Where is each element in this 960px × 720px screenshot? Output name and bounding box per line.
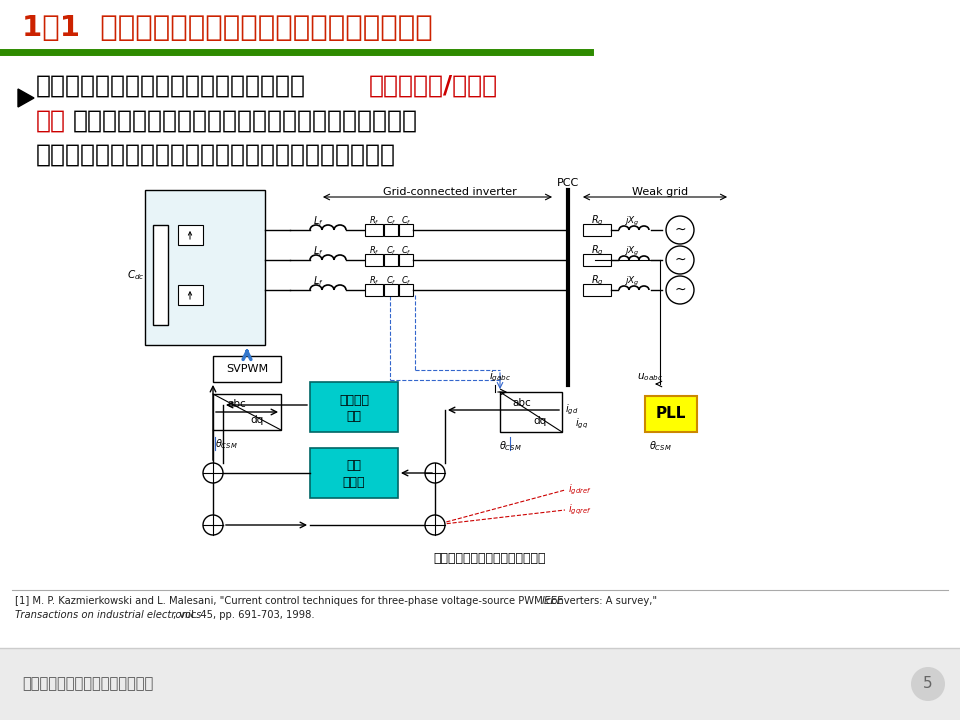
Bar <box>0 648 960 720</box>
Bar <box>384 254 398 266</box>
Text: $R_g$: $R_g$ <box>590 274 604 288</box>
Text: ）并网，强电网下不仅能实现新能源利用率的最大化: ）并网，强电网下不仅能实现新能源利用率的最大化 <box>73 109 418 133</box>
Text: $R_g$: $R_g$ <box>590 214 604 228</box>
Text: 电流: 电流 <box>347 459 362 472</box>
Bar <box>583 224 611 236</box>
Bar <box>583 284 611 296</box>
Text: IEEE: IEEE <box>542 596 564 606</box>
Text: 1．1  电流源模式并网逆变器控制及其存在的问题: 1．1 电流源模式并网逆变器控制及其存在的问题 <box>22 14 433 42</box>
Text: （最大功率跟踪），还可以保证较高的并网电能质量。: （最大功率跟踪），还可以保证较高的并网电能质量。 <box>36 143 396 167</box>
Bar <box>213 356 281 382</box>
Text: abc: abc <box>513 398 531 408</box>
Text: $R_f$: $R_f$ <box>369 215 379 228</box>
Text: dq: dq <box>534 416 547 426</box>
Text: $i_{gabc}$: $i_{gabc}$ <box>489 369 512 384</box>
Text: $i_{gqref}$: $i_{gqref}$ <box>568 503 591 517</box>
Text: $jX_g$: $jX_g$ <box>624 215 639 228</box>
Text: $L_f$: $L_f$ <box>313 244 324 258</box>
Text: 调节器: 调节器 <box>343 477 365 490</box>
Bar <box>178 285 203 305</box>
Text: $\theta_{CSM}$: $\theta_{CSM}$ <box>649 439 671 453</box>
Text: $u_{oabc}$: $u_{oabc}$ <box>637 372 663 383</box>
Text: $L_f$: $L_f$ <box>313 214 324 228</box>
Bar <box>365 254 383 266</box>
Text: abc: abc <box>228 399 246 409</box>
Text: 环节: 环节 <box>347 410 362 423</box>
Text: $\theta_{CSM}$: $\theta_{CSM}$ <box>215 437 238 451</box>
Text: 5: 5 <box>924 677 933 691</box>
Bar <box>384 284 398 296</box>
Text: Transactions on industrial electronics: Transactions on industrial electronics <box>15 610 202 620</box>
Circle shape <box>425 515 445 535</box>
Polygon shape <box>18 89 34 107</box>
Text: , vol. 45, pp. 691-703, 1998.: , vol. 45, pp. 691-703, 1998. <box>173 610 314 620</box>
Circle shape <box>911 667 945 701</box>
Text: Weak grid: Weak grid <box>632 187 688 197</box>
Text: $C_f$: $C_f$ <box>386 215 396 228</box>
Bar <box>365 284 383 296</box>
Text: dq: dq <box>251 415 264 425</box>
Bar <box>310 448 398 498</box>
Circle shape <box>666 216 694 244</box>
Text: 电压前馈: 电压前馈 <box>339 395 369 408</box>
Bar <box>0 52 960 605</box>
Bar <box>399 284 413 296</box>
Bar <box>0 0 960 52</box>
Circle shape <box>203 515 223 535</box>
Bar <box>399 224 413 236</box>
Text: ~: ~ <box>674 223 685 237</box>
Text: $C_f$: $C_f$ <box>400 275 411 287</box>
Text: $jX_g$: $jX_g$ <box>624 245 639 258</box>
Bar <box>178 225 203 245</box>
Bar <box>153 225 168 325</box>
Circle shape <box>203 463 223 483</box>
Text: 目前，并网逆变器主要采用电流源模式（: 目前，并网逆变器主要采用电流源模式（ <box>36 74 306 98</box>
Text: $R_f$: $R_f$ <box>369 245 379 257</box>
Text: $i_{gd}$: $i_{gd}$ <box>565 402 578 417</box>
Text: $i_{gq}$: $i_{gq}$ <box>575 417 588 431</box>
Text: Grid-connected inverter: Grid-connected inverter <box>383 187 516 197</box>
Text: ~: ~ <box>674 253 685 267</box>
Bar <box>399 254 413 266</box>
Text: $R_f$: $R_f$ <box>369 275 379 287</box>
Bar <box>213 394 281 430</box>
Text: [1] M. P. Kazmierkowski and L. Malesani, "Current control techniques for three-p: [1] M. P. Kazmierkowski and L. Malesani,… <box>15 596 660 606</box>
Text: ~: ~ <box>674 283 685 297</box>
Text: 中国电工技术学会新媒体平台发布: 中国电工技术学会新媒体平台发布 <box>22 677 154 691</box>
Text: $C_f$: $C_f$ <box>400 215 411 228</box>
Text: $C_f$: $C_f$ <box>386 245 396 257</box>
Circle shape <box>666 276 694 304</box>
Bar <box>384 224 398 236</box>
Text: 随型: 随型 <box>36 109 66 133</box>
Bar <box>500 392 562 432</box>
Circle shape <box>425 463 445 483</box>
Text: SVPWM: SVPWM <box>226 364 268 374</box>
Bar <box>365 224 383 236</box>
Text: $L_f$: $L_f$ <box>313 274 324 288</box>
Text: $R_g$: $R_g$ <box>590 244 604 258</box>
Circle shape <box>666 246 694 274</box>
Text: 电流源模式并网逆变器控制原理图: 电流源模式并网逆变器控制原理图 <box>434 552 546 564</box>
Text: PLL: PLL <box>656 407 686 421</box>
Text: $C_{dc}$: $C_{dc}$ <box>128 268 145 282</box>
Bar <box>310 382 398 432</box>
Text: 电流控制型/电网跟: 电流控制型/电网跟 <box>369 74 498 98</box>
Bar <box>145 190 265 345</box>
Text: $jX_g$: $jX_g$ <box>624 274 639 287</box>
Bar <box>583 254 611 266</box>
Text: $\theta_{CSM}$: $\theta_{CSM}$ <box>498 439 521 453</box>
Text: $i_{gdref}$: $i_{gdref}$ <box>568 483 591 498</box>
Text: PCC: PCC <box>557 178 579 188</box>
Text: $C_f$: $C_f$ <box>386 275 396 287</box>
Bar <box>645 396 697 432</box>
Text: $C_f$: $C_f$ <box>400 245 411 257</box>
